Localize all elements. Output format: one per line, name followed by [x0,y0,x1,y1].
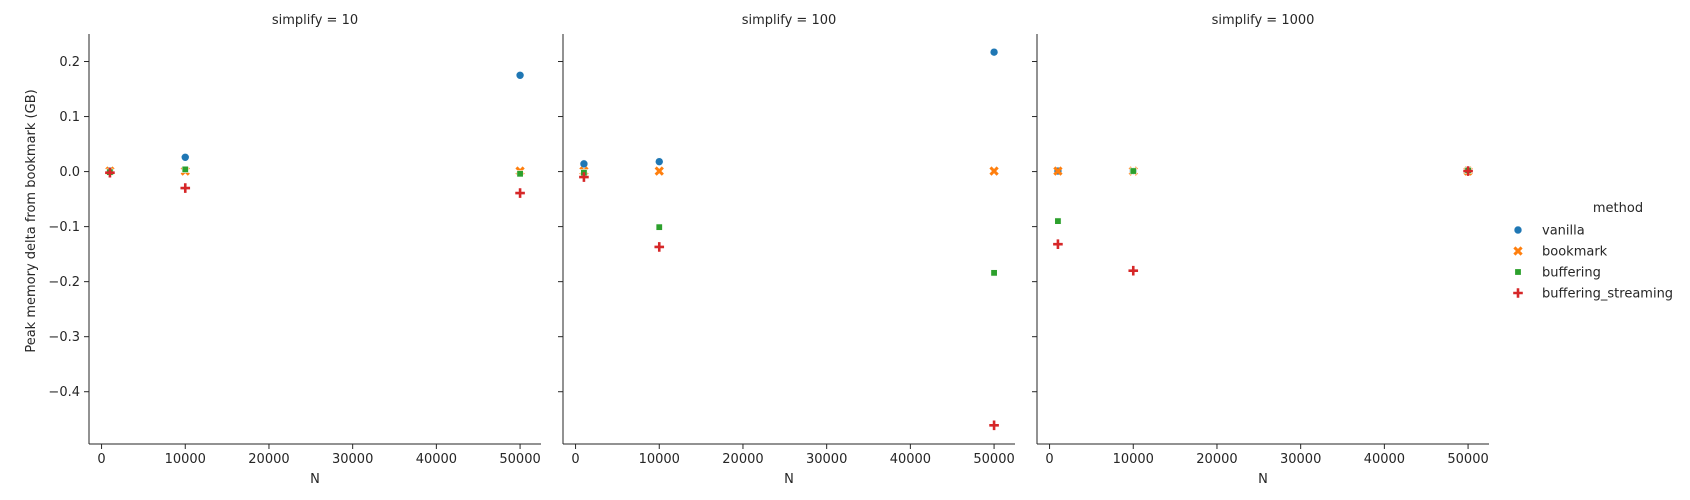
legend-label-buffering: buffering [1542,266,1601,281]
data-point-buffering_streaming [515,188,525,198]
y-tick-label: −0.3 [48,330,80,345]
data-point-vanilla [989,47,999,57]
facet-panel: simplify = 1000 0 10000 20000 30000 40000 5000… [1032,13,1489,487]
legend: method vanilla bookmark buffering buffering… [1513,201,1673,302]
x-tick-label: 50000 [1447,452,1488,467]
data-point-bookmark [1053,166,1063,176]
y-tick-label: 0.1 [59,110,80,125]
data-point-vanilla [180,152,190,162]
legend-marker-buffering_streaming [1513,288,1523,298]
y-tick-label: −0.1 [48,220,80,235]
legend-marker-vanilla [1513,225,1523,235]
x-axis-label: N [784,472,794,487]
facet-panel: simplify = 10 0.2 0.1 0.0 −0.1 −0.2 −0.3 −0.4 0 1… [48,13,541,487]
x-tick-label: 20000 [1196,452,1237,467]
x-tick-label: 20000 [248,452,289,467]
data-point-buffering_streaming [989,420,999,431]
legend-marker-buffering [1514,268,1522,276]
x-tick-label: 10000 [1113,452,1154,467]
data-point-buffering_streaming [1053,239,1063,250]
x-tick-label: 50000 [499,452,540,467]
data-point-vanilla [515,70,525,80]
x-tick-label: 40000 [416,452,457,467]
y-tick-label: −0.2 [48,275,80,290]
data-point-vanilla [579,159,589,169]
data-point-buffering [655,223,663,231]
data-point-bookmark [989,166,999,176]
data-point-buffering [990,269,998,277]
data-point-buffering [1129,167,1137,175]
data-point-buffering_streaming [1463,166,1473,176]
x-tick-label: 40000 [1364,452,1405,467]
data-point-buffering_streaming [1128,265,1139,276]
x-axis-label: N [1258,472,1268,487]
data-point-bookmark [654,166,664,176]
x-tick-label: 30000 [806,452,847,467]
x-tick-label: 40000 [890,452,931,467]
x-tick-label: 0 [97,452,105,467]
legend-label-buffering_streaming: buffering_streaming [1542,287,1673,302]
legend-title: method [1593,201,1643,216]
data-point-buffering_streaming [105,167,115,178]
y-axis-label: Peak memory delta from bookmark (GB) [24,89,39,352]
data-point-vanilla [654,157,664,166]
legend-marker-bookmark [1513,246,1523,256]
data-point-buffering [1054,217,1062,225]
data-point-buffering_streaming [654,242,665,252]
y-tick-label: −0.4 [48,385,80,400]
y-tick-label: 0.0 [59,165,80,180]
legend-label-vanilla: vanilla [1542,224,1585,239]
x-tick-label: 10000 [165,452,206,467]
facet-panels: simplify = 10 0.2 0.1 0.0 −0.1 −0.2 −0.3 −0.4 0 1… [48,13,1489,487]
x-tick-label: 30000 [1280,452,1321,467]
data-point-buffering_streaming [579,172,589,182]
panel-title: simplify = 10 [272,13,358,28]
legend-label-bookmark: bookmark [1542,245,1608,260]
x-tick-label: 0 [571,452,579,467]
x-tick-label: 10000 [639,452,680,467]
x-tick-label: 30000 [332,452,373,467]
panel-title: simplify = 100 [742,13,837,28]
x-tick-label: 50000 [973,452,1014,467]
y-tick-label: 0.2 [59,55,80,70]
data-point-buffering [181,165,189,173]
x-tick-label: 0 [1045,452,1053,467]
data-point-buffering_streaming [180,183,191,193]
x-axis-label: N [310,472,320,487]
facet-panel: simplify = 100 0 10000 20000 30000 40000 50000… [558,13,1015,487]
data-point-buffering [516,170,524,178]
panel-title: simplify = 1000 [1212,13,1315,28]
x-tick-label: 20000 [722,452,763,467]
